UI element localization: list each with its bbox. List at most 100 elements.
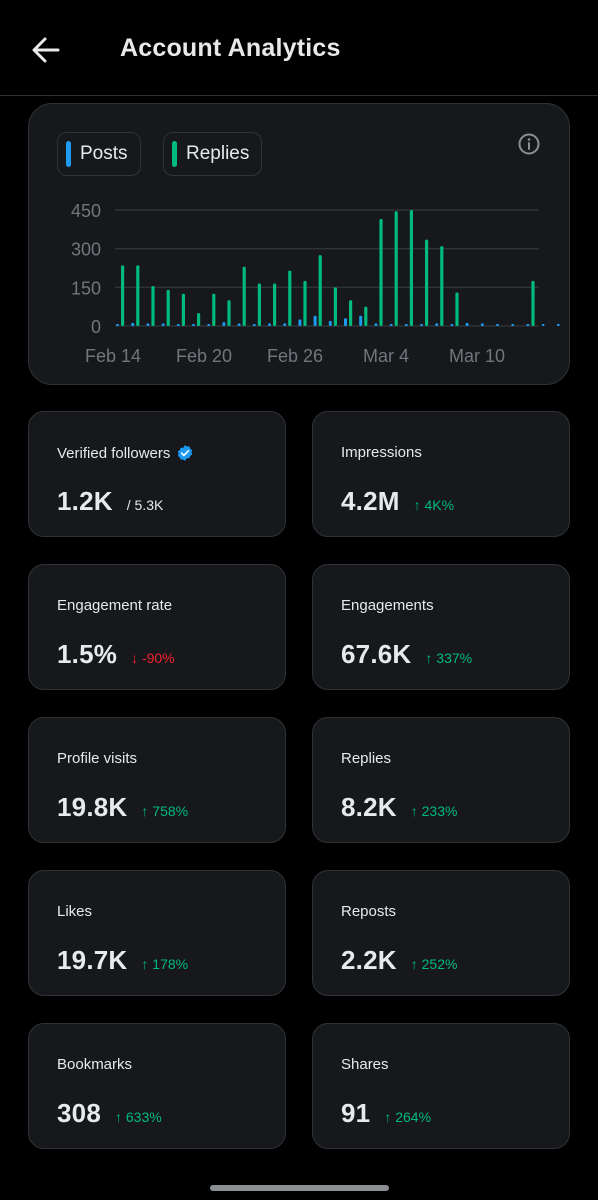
posts-swatch: [66, 141, 71, 167]
stat-label: Bookmarks: [57, 1056, 133, 1073]
posts-bar[interactable]: [556, 324, 560, 326]
stat-value-row: 2.2K ↑ 252%: [341, 945, 457, 976]
posts-bar[interactable]: [374, 323, 378, 326]
posts-bar[interactable]: [420, 323, 423, 326]
stat-change: ↓ -90%: [131, 650, 175, 666]
stat-label-wrap: Replies: [341, 750, 391, 767]
stat-value: 1.2K: [57, 486, 113, 516]
stat-value-row: 67.6K ↑ 337%: [341, 639, 472, 670]
replies-bar[interactable]: [121, 265, 125, 326]
posts-bar[interactable]: [465, 322, 469, 326]
stat-change: ↑ 252%: [410, 956, 458, 972]
posts-bar[interactable]: [131, 322, 135, 326]
replies-bar[interactable]: [531, 280, 535, 326]
posts-bar[interactable]: [526, 324, 530, 326]
posts-bar[interactable]: [207, 324, 211, 326]
posts-bar[interactable]: [496, 323, 499, 326]
stat-change: ↑ 633%: [114, 1109, 162, 1125]
posts-bar[interactable]: [344, 318, 347, 326]
replies-bar[interactable]: [364, 306, 368, 326]
posts-bar[interactable]: [252, 323, 256, 326]
stat-card-shares[interactable]: Shares 91 ↑ 264%: [312, 1023, 570, 1149]
posts-bar[interactable]: [192, 324, 195, 326]
stat-card-engagements[interactable]: Engagements 67.6K ↑ 337%: [312, 564, 570, 690]
replies-bar[interactable]: [166, 289, 170, 326]
home-indicator[interactable]: [210, 1185, 389, 1191]
replies-bar[interactable]: [197, 313, 201, 326]
posts-bar[interactable]: [283, 323, 287, 326]
posts-bar[interactable]: [237, 323, 241, 326]
posts-bar[interactable]: [298, 319, 302, 326]
stat-label: Reposts: [341, 903, 397, 920]
posts-bar[interactable]: [222, 322, 226, 326]
stat-label-wrap: Verified followers: [57, 444, 194, 462]
posts-bar[interactable]: [313, 315, 317, 326]
y-tick-label: 0: [91, 317, 101, 337]
stat-change: ↑ 758%: [141, 803, 189, 819]
replies-bar[interactable]: [318, 255, 322, 326]
posts-bar[interactable]: [450, 323, 454, 326]
legend-posts-label: Posts: [80, 143, 128, 164]
stat-label-wrap: Bookmarks: [57, 1056, 132, 1073]
replies-bar[interactable]: [257, 283, 261, 326]
stat-value: 91: [341, 1098, 371, 1128]
legend-posts-toggle[interactable]: Posts: [57, 132, 141, 176]
x-tick-label: Mar 10: [449, 346, 505, 366]
stat-change: ↑ 4K%: [413, 497, 455, 513]
y-tick-label: 300: [71, 240, 101, 260]
posts-bar[interactable]: [404, 324, 408, 326]
posts-bar[interactable]: [541, 324, 545, 326]
posts-bar[interactable]: [176, 323, 180, 326]
posts-bar[interactable]: [146, 323, 150, 326]
replies-bar[interactable]: [227, 300, 231, 326]
stat-label-wrap: Likes: [57, 903, 92, 920]
stat-label-wrap: Reposts: [341, 903, 396, 920]
stat-card-likes[interactable]: Likes 19.7K ↑ 178%: [28, 870, 286, 996]
replies-bar[interactable]: [440, 246, 444, 326]
stat-card-replies[interactable]: Replies 8.2K ↑ 233%: [312, 717, 570, 843]
stat-card-reposts[interactable]: Reposts 2.2K ↑ 252%: [312, 870, 570, 996]
replies-bar[interactable]: [394, 211, 398, 326]
replies-bar[interactable]: [273, 283, 277, 326]
back-arrow-icon: [32, 37, 60, 63]
stat-change: ↑ 264%: [384, 1109, 432, 1125]
x-tick-label: Feb 14: [85, 346, 141, 366]
stat-label-wrap: Shares: [341, 1056, 389, 1073]
replies-bar[interactable]: [288, 270, 292, 326]
posts-bar[interactable]: [359, 315, 363, 326]
posts-bar[interactable]: [480, 323, 484, 326]
replies-bar[interactable]: [349, 300, 353, 326]
replies-bar[interactable]: [425, 239, 429, 326]
posts-bar[interactable]: [328, 320, 332, 326]
replies-bar[interactable]: [303, 280, 307, 326]
stat-value: 67.6K: [341, 639, 412, 669]
posts-bar[interactable]: [389, 323, 393, 326]
replies-bar[interactable]: [151, 286, 155, 326]
stat-card-impressions[interactable]: Impressions 4.2M ↑ 4K%: [312, 411, 570, 537]
top-app-bar: Account Analytics: [0, 0, 598, 96]
posts-bar[interactable]: [435, 323, 439, 326]
stat-label-wrap: Impressions: [341, 444, 422, 461]
stat-card-profile-visits[interactable]: Profile visits 19.8K ↑ 758%: [28, 717, 286, 843]
posts-bar[interactable]: [511, 324, 515, 326]
replies-bar[interactable]: [409, 210, 413, 326]
posts-bar[interactable]: [161, 323, 165, 326]
stat-total: / 5.3K: [126, 497, 164, 513]
info-icon[interactable]: [517, 132, 541, 156]
replies-bar[interactable]: [181, 293, 185, 326]
stat-card-engagement-rate[interactable]: Engagement rate 1.5% ↓ -90%: [28, 564, 286, 690]
stat-label: Engagements: [341, 597, 434, 614]
replies-bar[interactable]: [242, 266, 246, 326]
stat-card-verified-followers[interactable]: Verified followers 1.2K / 5.3K: [28, 411, 286, 537]
replies-bar[interactable]: [333, 287, 337, 326]
replies-bar[interactable]: [212, 293, 216, 326]
stat-card-bookmarks[interactable]: Bookmarks 308 ↑ 633%: [28, 1023, 286, 1149]
replies-bar[interactable]: [136, 265, 140, 326]
posts-bar[interactable]: [116, 323, 119, 326]
replies-bar[interactable]: [379, 219, 383, 326]
posts-bar[interactable]: [268, 323, 271, 326]
back-button[interactable]: [26, 30, 66, 70]
replies-bar[interactable]: [455, 292, 459, 326]
legend-replies-toggle[interactable]: Replies: [163, 132, 263, 176]
stat-value: 8.2K: [341, 792, 397, 822]
